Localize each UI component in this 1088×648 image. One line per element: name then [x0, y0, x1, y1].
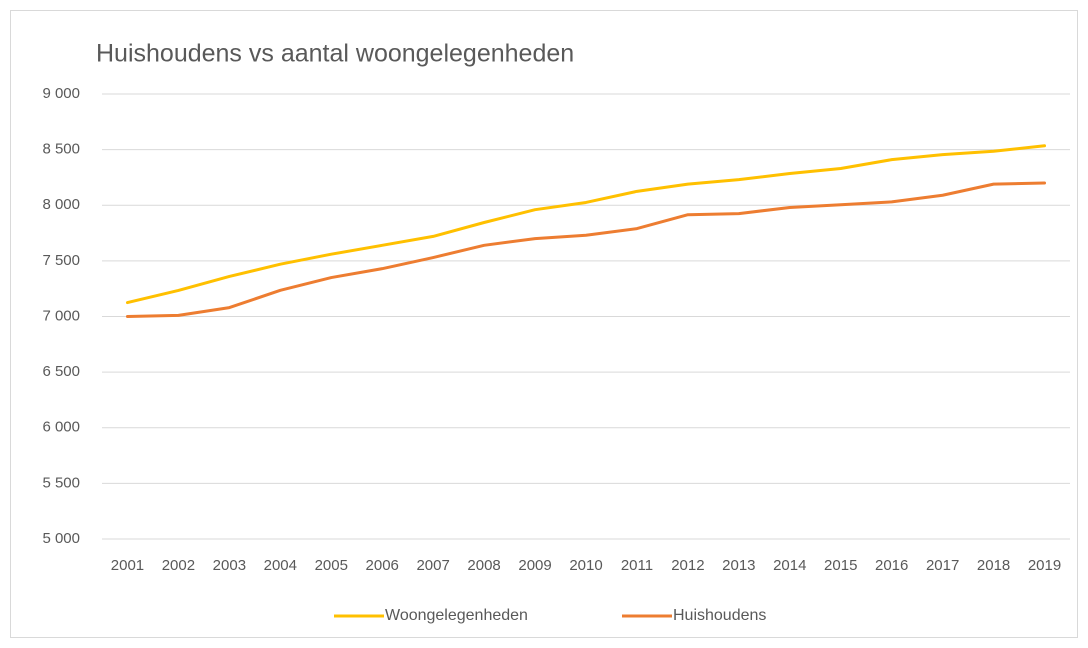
x-tick-label: 2001: [111, 557, 144, 574]
line-series: [125, 144, 1047, 305]
y-tick-label: 9 000: [42, 85, 80, 102]
x-tick-label: 2008: [467, 557, 500, 574]
x-tick-label: 2015: [824, 557, 857, 574]
y-tick-label: 7 000: [42, 307, 80, 324]
x-tick-label: 2016: [875, 557, 908, 574]
y-tick-label: 7 500: [42, 252, 80, 269]
y-tick-label: 8 500: [42, 141, 80, 158]
chart-frame: [10, 10, 1078, 638]
x-tick-label: 2007: [416, 557, 449, 574]
x-tick-label: 2018: [977, 557, 1010, 574]
chart-title: Huishoudens vs aantal woongelegenheden: [96, 40, 574, 68]
x-tick-label: 2011: [621, 557, 653, 574]
x-tick-label: 2005: [315, 557, 348, 574]
x-tick-label: 2009: [518, 557, 551, 574]
x-tick-label: 2013: [722, 557, 755, 574]
y-tick-label: 6 500: [42, 363, 80, 380]
y-tick-label: 5 500: [42, 474, 80, 491]
legend-label: Huishoudens: [673, 607, 766, 624]
y-tick-label: 8 000: [42, 196, 80, 213]
x-tick-label: 2004: [264, 557, 297, 574]
line-series: [125, 181, 1047, 318]
x-tick-label: 2014: [773, 557, 806, 574]
x-tick-label: 2002: [162, 557, 195, 574]
x-tick-label: 2010: [569, 557, 602, 574]
x-tick-label: 2019: [1028, 557, 1061, 574]
y-tick-label: 6 000: [42, 419, 80, 436]
x-tick-label: 2003: [213, 557, 246, 574]
x-tick-label: 2017: [926, 557, 959, 574]
legend-label: Woongelegenheden: [385, 607, 528, 624]
x-tick-label: 2006: [366, 557, 399, 574]
y-tick-label: 5 000: [42, 530, 80, 547]
x-tick-label: 2012: [671, 557, 704, 574]
